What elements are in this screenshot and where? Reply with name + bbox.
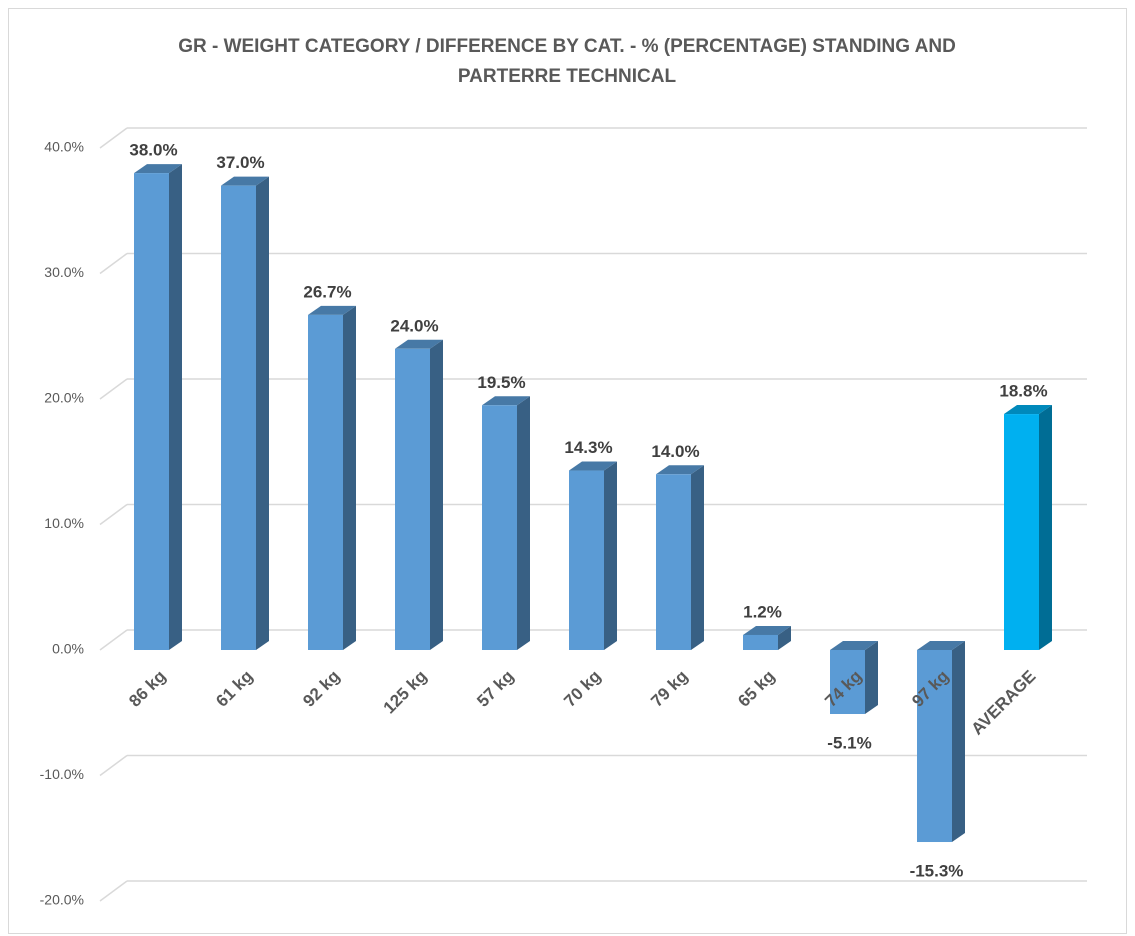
data-label: 37.0%: [216, 153, 264, 172]
grid-line: [99, 754, 128, 777]
x-tick-label: 125 kg: [380, 667, 431, 718]
data-label: 14.0%: [651, 442, 699, 461]
bar: [917, 650, 952, 843]
grid-line: [99, 880, 128, 902]
bar: [221, 185, 256, 650]
grid-line: [99, 503, 128, 526]
bar-top: [395, 339, 443, 349]
x-tick-label: 86 kg: [125, 667, 169, 711]
bar-side: [343, 305, 356, 650]
bar: [830, 650, 865, 715]
y-tick-label: 0.0%: [52, 641, 84, 657]
x-tick-label: 79 kg: [647, 667, 691, 711]
grid-line: [99, 252, 128, 275]
bar-top: [134, 164, 182, 174]
grid-line: [99, 378, 128, 400]
y-tick-label: -20.0%: [40, 892, 84, 908]
data-label: 14.3%: [564, 438, 612, 457]
bar-top: [656, 465, 704, 475]
bar: [395, 348, 430, 650]
data-label: 38.0%: [129, 141, 177, 160]
bar: [134, 173, 169, 650]
data-label: 1.2%: [743, 602, 782, 621]
x-tick-label: 92 kg: [299, 667, 343, 711]
bar: [656, 474, 691, 650]
bar: [743, 634, 778, 650]
y-tick-label: 40.0%: [44, 139, 84, 155]
bar-side: [517, 396, 530, 650]
bar-top: [569, 461, 617, 471]
data-label: 18.8%: [999, 382, 1047, 401]
grid-line: [99, 629, 128, 651]
data-label: 26.7%: [303, 282, 351, 301]
bar-side: [430, 339, 443, 650]
bar: [482, 405, 517, 650]
bar-side: [691, 465, 704, 650]
data-label: -5.1%: [827, 733, 871, 752]
y-tick-label: 10.0%: [44, 515, 84, 531]
bar-top: [743, 625, 791, 635]
x-tick-label: 61 kg: [212, 667, 256, 711]
chart-frame: [8, 8, 1127, 934]
bar-top: [917, 641, 965, 650]
bar-side: [1039, 405, 1052, 650]
bar: [1004, 414, 1039, 650]
bar-top: [1004, 405, 1052, 415]
x-tick-label: 57 kg: [473, 667, 517, 711]
y-tick-label: 20.0%: [44, 390, 84, 406]
bar: [308, 314, 343, 650]
x-tick-label: 70 kg: [560, 667, 604, 711]
bar-side: [952, 641, 965, 843]
bar: [569, 470, 604, 650]
bar-top: [308, 305, 356, 315]
bar-side: [169, 164, 182, 650]
bar-top: [830, 641, 878, 650]
bar-side: [865, 641, 878, 715]
x-tick-label: AVERAGE: [968, 667, 1040, 739]
chart-title: GR - WEIGHT CATEGORY / DIFFERENCE BY CAT…: [178, 36, 956, 87]
grid-line: [99, 127, 128, 149]
data-label: -15.3%: [910, 861, 964, 880]
bar-top: [221, 176, 269, 186]
bar-side: [778, 625, 791, 650]
bar-top: [482, 396, 530, 406]
y-tick-label: -10.0%: [40, 766, 84, 782]
data-label: 24.0%: [390, 316, 438, 335]
data-label: 19.5%: [477, 373, 525, 392]
bar-side: [604, 461, 617, 650]
x-tick-label: 65 kg: [734, 667, 778, 711]
bar-side: [256, 176, 269, 650]
y-tick-label: 30.0%: [44, 264, 84, 280]
